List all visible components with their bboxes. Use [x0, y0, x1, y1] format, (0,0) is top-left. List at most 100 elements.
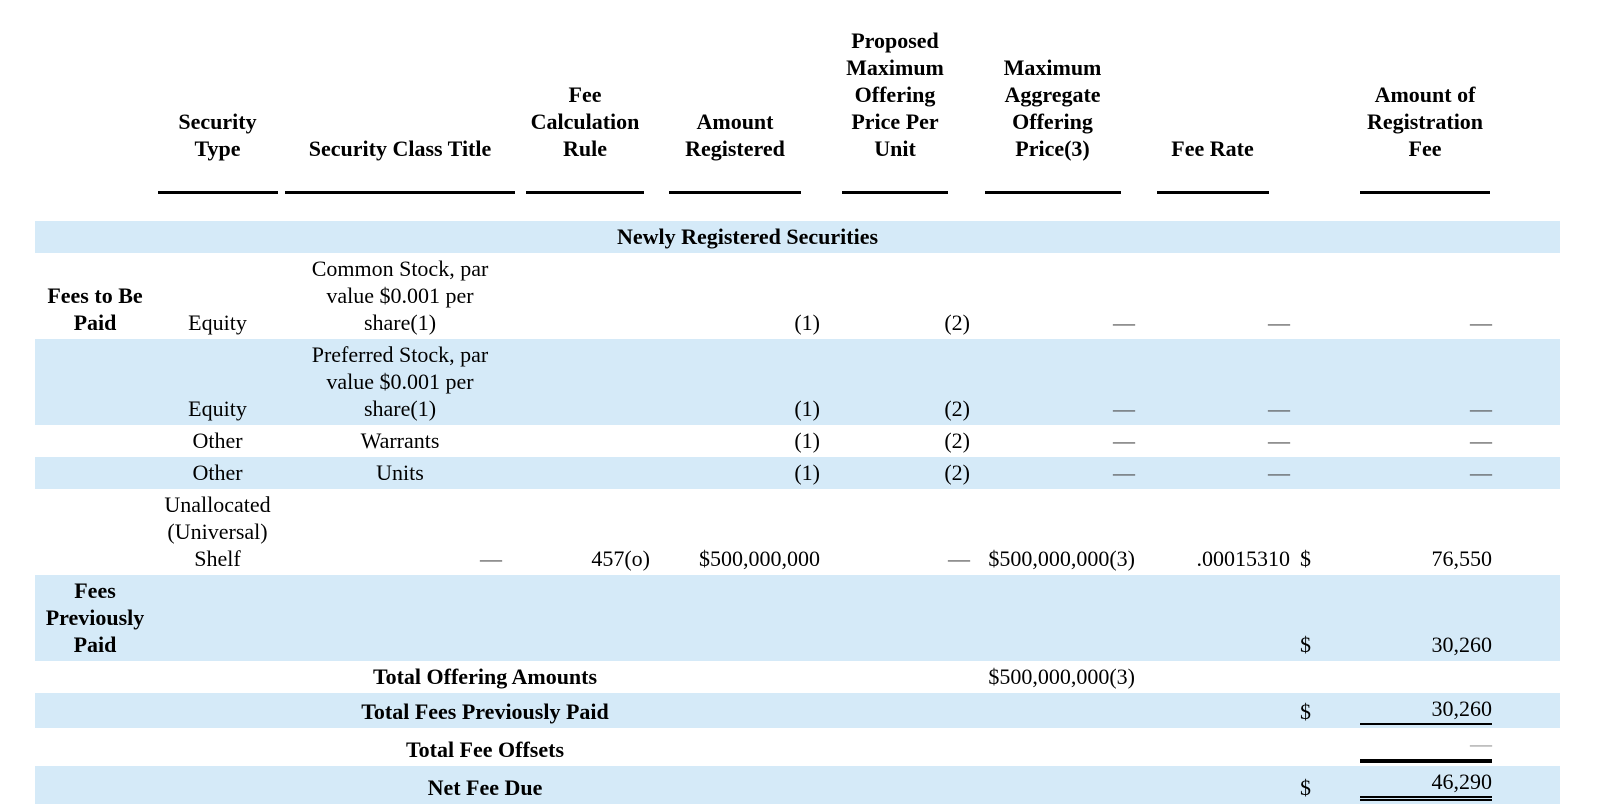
row-group-label [35, 489, 155, 575]
row-group-label [35, 339, 155, 425]
cell-amount-registered [650, 575, 820, 661]
header-fee-calculation-rule-label: Fee Calculation Rule [530, 82, 640, 161]
cell-currency-symbol: $ [1300, 546, 1311, 571]
cell-registration-fee: — [1330, 339, 1560, 425]
cell-security-class-title: Units [280, 457, 520, 489]
row-group-label: Fees to Be Paid [47, 283, 143, 335]
header-fee-rate-label: Fee Rate [1171, 136, 1254, 161]
header-security-type: Security Type [155, 0, 280, 221]
cell-registration-fee: 76,550 [1431, 546, 1493, 571]
header-security-type-label: Security Type [178, 109, 257, 161]
header-row-label [35, 0, 155, 221]
cell-price-per-unit: (2) [944, 310, 970, 335]
single-rule-value: 30,260 [1360, 695, 1492, 725]
cell-registration-fee: 30,260 [1330, 693, 1560, 728]
cell-currency-symbol [1290, 339, 1330, 425]
table-header-row: Security Type Security Class Title Fee C… [35, 0, 1560, 221]
cell-currency-symbol: $ [1290, 693, 1330, 728]
cell-registration-fee: — [1470, 428, 1492, 453]
header-fee-rate: Fee Rate [1135, 0, 1290, 221]
table-row-warrants: Other Warrants (1) (2) — — — [35, 425, 1560, 457]
cell-currency-symbol [1290, 457, 1330, 489]
cell-fee-rate: — [1268, 428, 1290, 453]
header-amount-registered: Amount Registered [650, 0, 820, 221]
table-row-preferred-stock: Equity Preferred Stock, par value $0.001… [35, 339, 1560, 425]
cell-currency-symbol: $ [1290, 575, 1330, 661]
header-security-class-title: Security Class Title [280, 0, 520, 221]
cell-price-per-unit: (2) [944, 428, 970, 453]
cell-security-type: Unallocated (Universal) Shelf [164, 492, 271, 571]
row-group-label: Fees Previously Paid [35, 575, 155, 661]
cell-price-per-unit: — [948, 546, 970, 571]
header-security-class-title-label: Security Class Title [308, 136, 492, 161]
header-underline [285, 191, 515, 194]
cell-security-class-title: Common Stock, par value $0.001 per share… [311, 256, 489, 335]
cell-security-class-title: — [480, 546, 502, 571]
section-band-row: Newly Registered Securities [35, 221, 1560, 253]
cell-max-aggregate-price: — [970, 339, 1135, 425]
cell-max-aggregate-price [970, 575, 1135, 661]
double-rule-value: 46,290 [1360, 768, 1492, 801]
row-group-label [35, 425, 155, 457]
registration-fee-table: Security Type Security Class Title Fee C… [35, 0, 1560, 804]
total-row-offering-amounts: Total Offering Amounts $500,000,000(3) [35, 661, 1560, 693]
table-row-fees-previously-paid: Fees Previously Paid $ 30,260 [35, 575, 1560, 661]
header-registration-fee-label: Amount of Registration Fee [1366, 82, 1484, 161]
cell-security-type: Equity [188, 310, 247, 335]
table-row-common-stock: Fees to Be Paid Equity Common Stock, par… [35, 253, 1560, 339]
cell-fee-calculation-rule [520, 253, 650, 339]
cell-registration-fee [1330, 661, 1560, 693]
header-underline [1360, 191, 1490, 194]
cell-price-per-unit: (2) [820, 457, 970, 489]
total-row-fee-offsets: Total Fee Offsets — [35, 728, 1560, 766]
table-row-units: Other Units (1) (2) — — — [35, 457, 1560, 489]
cell-amount-registered: (1) [794, 310, 820, 335]
cell-security-class-title [280, 575, 520, 661]
thick-rule-value: — [1360, 730, 1492, 763]
header-price-per-unit-label: Proposed Maximum Offering Price Per Unit [846, 28, 944, 161]
cell-max-aggregate-price: $500,000,000(3) [988, 664, 1135, 689]
cell-security-type [155, 575, 280, 661]
total-label: Total Fees Previously Paid [280, 693, 650, 728]
row-group-label [35, 457, 155, 489]
cell-currency-symbol [1290, 253, 1330, 339]
header-underline [526, 191, 644, 194]
total-label: Total Fee Offsets [405, 737, 565, 762]
header-registration-fee: Amount of Registration Fee [1290, 0, 1560, 221]
total-row-fees-previously-paid: Total Fees Previously Paid $ 30,260 [35, 693, 1560, 728]
header-fee-calculation-rule: Fee Calculation Rule [520, 0, 650, 221]
cell-fee-rate: — [1135, 457, 1290, 489]
cell-amount-registered: (1) [650, 339, 820, 425]
total-label: Total Offering Amounts [372, 664, 598, 689]
header-price-per-unit: Proposed Maximum Offering Price Per Unit [820, 0, 970, 221]
header-underline [842, 191, 948, 194]
cell-amount-registered: (1) [650, 457, 820, 489]
cell-currency-symbol [1290, 425, 1330, 457]
header-max-aggregate-price: Maximum Aggregate Offering Price(3) [970, 0, 1135, 221]
table-row-unallocated-shelf: Unallocated (Universal) Shelf — 457(o) $… [35, 489, 1560, 575]
header-max-aggregate-price-label: Maximum Aggregate Offering Price(3) [1003, 55, 1102, 161]
cell-security-class-title: Preferred Stock, par value $0.001 per sh… [280, 339, 520, 425]
cell-fee-rate: .00015310 [1196, 546, 1291, 571]
cell-fee-rate: — [1135, 339, 1290, 425]
cell-fee-calculation-rule [520, 575, 650, 661]
header-underline [669, 191, 801, 194]
header-underline [984, 191, 1121, 194]
cell-security-class-title: Warrants [360, 428, 440, 453]
cell-max-aggregate-price [970, 693, 1135, 728]
header-underline [1156, 191, 1269, 194]
cell-amount-registered: (1) [794, 428, 820, 453]
cell-registration-fee: — [1470, 310, 1492, 335]
total-label: Net Fee Due [280, 766, 650, 804]
cell-fee-rate: — [1268, 310, 1290, 335]
cell-currency-symbol [1290, 661, 1330, 693]
cell-fee-rate [1135, 575, 1290, 661]
cell-amount-registered: $500,000,000 [699, 546, 820, 571]
cell-registration-fee: — [1330, 728, 1560, 766]
cell-max-aggregate-price: $500,000,000(3) [988, 546, 1135, 571]
cell-fee-calculation-rule [520, 425, 650, 457]
cell-price-per-unit: (2) [820, 339, 970, 425]
total-row-net-fee-due: Net Fee Due $ 46,290 [35, 766, 1560, 804]
section-band-label: Newly Registered Securities [35, 221, 1560, 253]
cell-registration-fee: 30,260 [1330, 575, 1560, 661]
